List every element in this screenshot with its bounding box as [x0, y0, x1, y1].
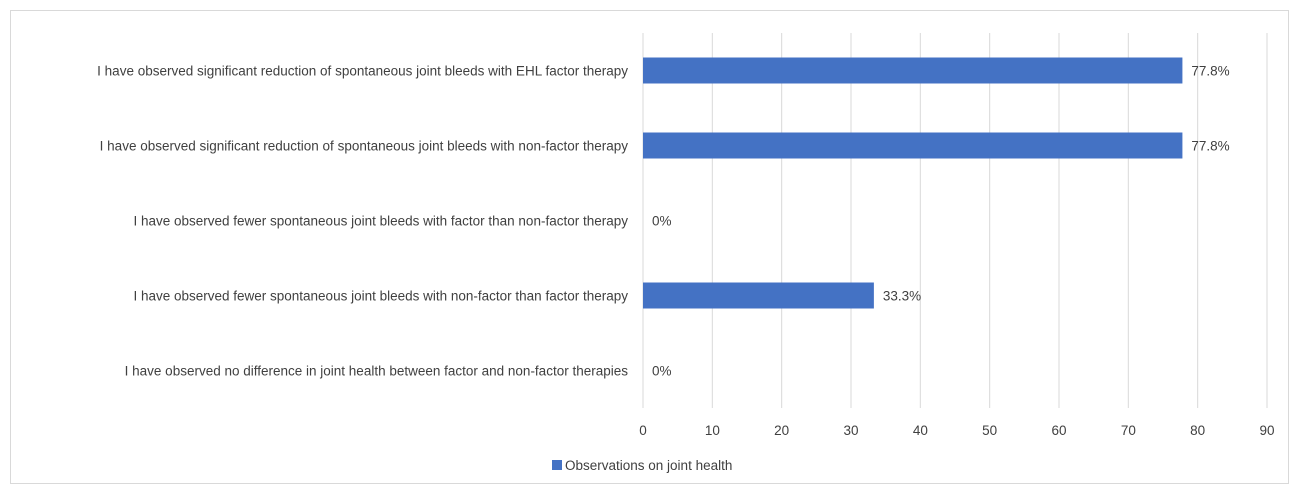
data-label: 77.8%: [1191, 64, 1229, 79]
x-tick-label: 10: [705, 423, 720, 438]
category-label: I have observed significant reduction of…: [100, 139, 629, 154]
data-labels: 77.8% 77.8% 0% 33.3% 0%: [652, 64, 1230, 379]
x-tick-label: 70: [1121, 423, 1136, 438]
bars: [643, 57, 1183, 309]
data-label: 77.8%: [1191, 139, 1229, 154]
bar: [643, 57, 1183, 84]
x-tick-label: 40: [913, 423, 928, 438]
x-tick-label: 90: [1259, 423, 1274, 438]
gridlines: [642, 33, 1268, 408]
x-axis-tick-labels: 0 10 20 30 40 50 60 70 80 90: [639, 423, 1274, 438]
bar: [643, 132, 1183, 159]
category-label: I have observed significant reduction of…: [97, 64, 628, 79]
legend-label: Observations on joint health: [565, 458, 732, 473]
bar-chart: I have observed significant reduction of…: [97, 33, 1275, 473]
x-tick-label: 30: [843, 423, 858, 438]
category-label: I have observed fewer spontaneous joint …: [133, 289, 628, 304]
x-tick-label: 50: [982, 423, 997, 438]
data-label: 0%: [652, 214, 672, 229]
x-tick-label: 0: [639, 423, 647, 438]
x-tick-label: 20: [774, 423, 789, 438]
data-label: 0%: [652, 364, 672, 379]
x-tick-label: 60: [1051, 423, 1066, 438]
category-label: I have observed fewer spontaneous joint …: [133, 214, 628, 229]
category-label: I have observed no difference in joint h…: [125, 364, 629, 379]
data-label: 33.3%: [883, 289, 921, 304]
legend: Observations on joint health: [552, 458, 732, 473]
chart-frame: I have observed significant reduction of…: [10, 10, 1289, 484]
legend-swatch: [552, 460, 562, 470]
category-labels: I have observed significant reduction of…: [97, 64, 628, 379]
x-tick-label: 80: [1190, 423, 1205, 438]
bar: [643, 282, 874, 309]
